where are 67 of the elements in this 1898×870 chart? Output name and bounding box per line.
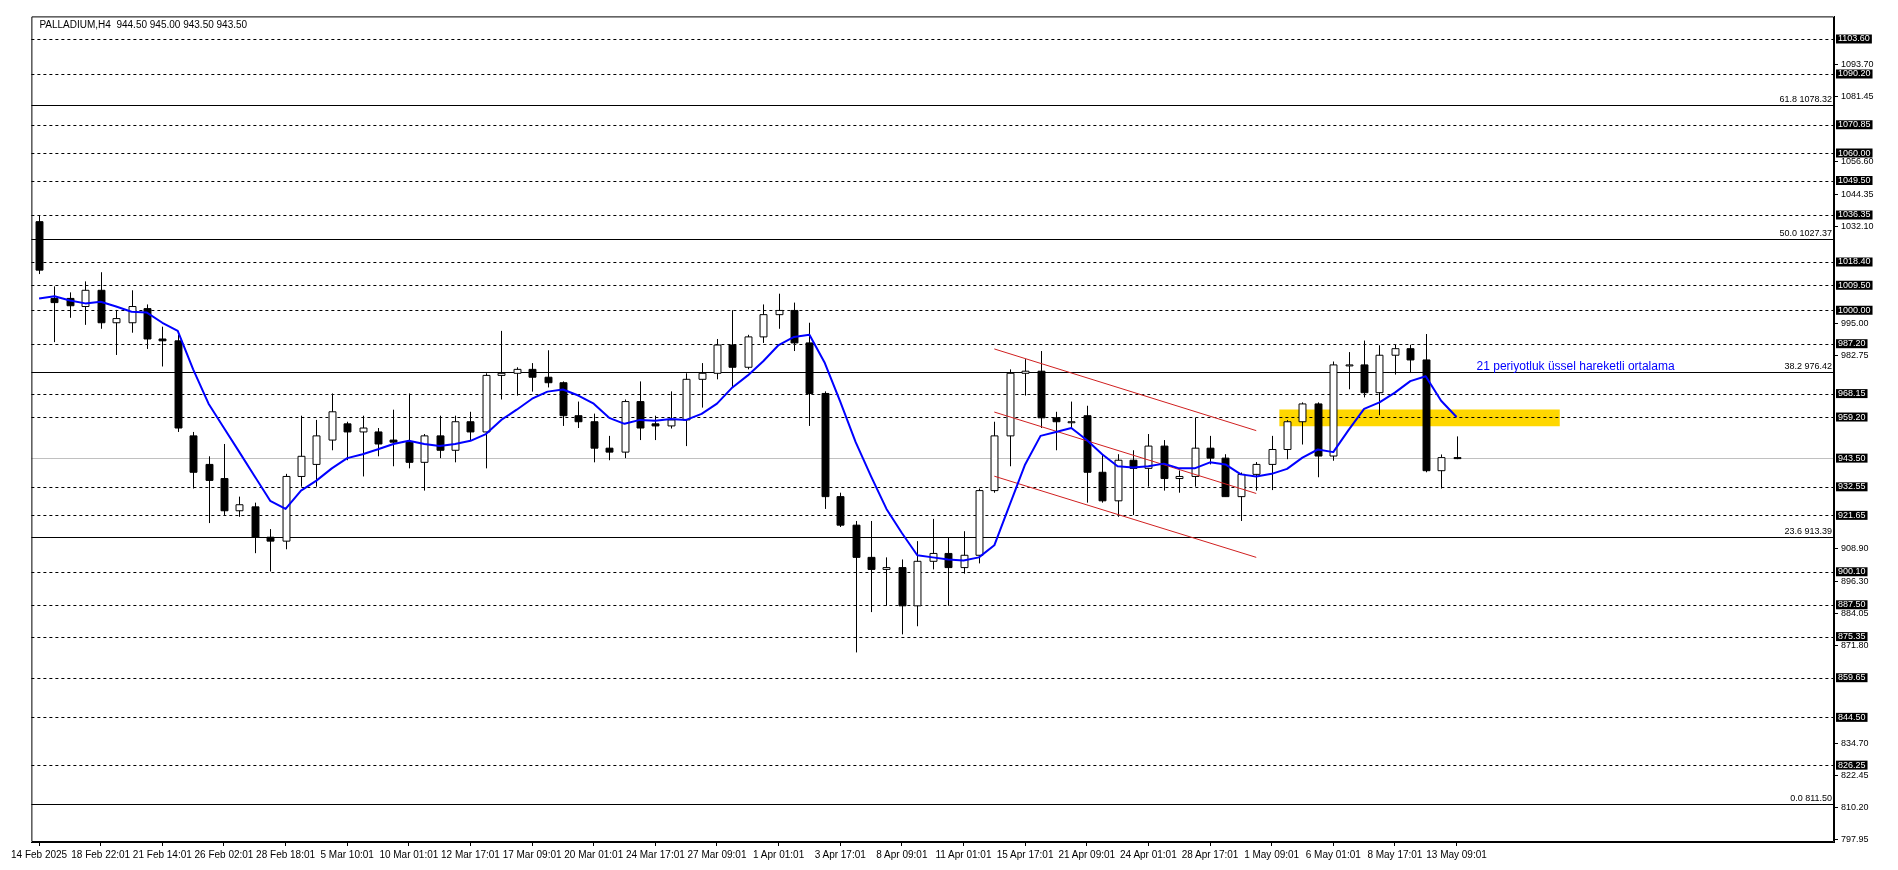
ref-line-label: 50.0 1027.37 [1779, 227, 1832, 238]
y-tick-label: 982.75 [1841, 349, 1869, 360]
ref-line-label: 61.8 1078.32 [1779, 94, 1832, 105]
x-tick-label: 12 Mar 17:01 [441, 848, 501, 860]
x-tick-label: 8 May 17:01 [1367, 848, 1423, 860]
chart-title: PALLADIUM,H4 944.50 945.00 943.50 943.50 [39, 19, 248, 31]
ref-line-label: 0.0 811.50 [1790, 792, 1832, 803]
x-tick-label: 21 Feb 14:01 [132, 848, 193, 860]
y-tick-label: 884.05 [1841, 608, 1869, 619]
x-tick-label: 1 May 09:01 [1244, 848, 1300, 860]
y-tick-label: 1081.45 [1841, 91, 1874, 102]
ref-line-label: 38.2 976.42 [1784, 360, 1832, 371]
x-tick-label: 6 May 01:01 [1305, 848, 1362, 860]
ref-line-label: 875.35 [1838, 631, 1866, 642]
ref-line-label: 900.10 [1838, 566, 1866, 577]
x-tick-label: 24 Mar 17:01 [625, 848, 686, 860]
ref-line-label: 859.65 [1838, 672, 1866, 683]
y-tick-label: 797.95 [1841, 833, 1869, 844]
x-tick-label: 8 Apr 09:01 [876, 848, 928, 860]
ref-line-label: 1090.20 [1838, 68, 1871, 79]
ref-line-label: 959.20 [1838, 411, 1866, 422]
ref-line-label: 968.15 [1838, 388, 1866, 399]
x-tick-label: 24 Apr 01:01 [1120, 848, 1178, 860]
ref-line-label: 1103.60 [1838, 33, 1870, 44]
y-tick-label: 1093.70 [1841, 59, 1874, 70]
x-tick-label: 28 Feb 18:01 [256, 848, 316, 860]
y-tick-label: 896.30 [1841, 576, 1869, 587]
x-tick-label: 17 Mar 09:01 [502, 848, 562, 860]
x-tick-label: 21 Apr 09:01 [1058, 848, 1116, 860]
y-tick-label: 995.00 [1841, 317, 1869, 328]
x-tick-label: 1 Apr 01:01 [753, 848, 805, 860]
x-tick-label: 11 Apr 01:01 [935, 848, 992, 860]
ref-line-label: 23.6 913.39 [1784, 525, 1832, 536]
y-tick-label: 871.80 [1841, 640, 1869, 651]
ref-line-label: 1036.35 [1838, 209, 1871, 220]
text: 21 periyotluk üssel hareketli ortalama [1476, 359, 1675, 374]
x-tick-label: 13 May 09:01 [1426, 848, 1488, 860]
y-tick-label: 1032.10 [1841, 220, 1874, 231]
x-tick-label: 27 Mar 09:01 [687, 848, 747, 860]
x-tick-label: 5 Mar 10:01 [320, 848, 375, 860]
y-tick-label: 908.90 [1841, 543, 1869, 554]
x-tick-label: 18 Feb 22:01 [71, 848, 131, 860]
y-tick-label: 834.70 [1841, 737, 1869, 748]
x-tick-label: 14 Feb 2025 [10, 848, 68, 860]
ref-line-label: 1000.00 [1838, 304, 1871, 315]
x-tick-label: 20 Mar 01:01 [564, 848, 624, 860]
x-tick-label: 28 Apr 17:01 [1181, 848, 1239, 860]
x-tick-label: 15 Apr 17:01 [996, 848, 1054, 860]
x-tick-label: 10 Mar 01:01 [379, 848, 439, 860]
y-tick-label: 1056.60 [1841, 156, 1874, 167]
y-tick-label: 810.20 [1841, 801, 1869, 812]
ref-line-label: 1060.00 [1838, 147, 1871, 158]
ref-line-label: 921.65 [1838, 509, 1866, 520]
x-tick-label: 26 Feb 02:01 [194, 848, 254, 860]
ref-line-label: 826.25 [1838, 759, 1866, 770]
ref-line-label: 932.55 [1838, 481, 1866, 492]
y-tick-label: 1044.35 [1841, 188, 1874, 199]
ref-line-label: 887.50 [1838, 599, 1866, 610]
ref-line-label: 1018.40 [1838, 256, 1871, 267]
x-tick-label: 3 Apr 17:01 [814, 848, 867, 860]
ref-line-label: 1049.50 [1838, 175, 1871, 186]
ref-line-label: 1009.50 [1838, 279, 1871, 290]
ref-line-label: 844.50 [1838, 711, 1866, 722]
ref-line-label: 943.50 [1838, 452, 1866, 463]
y-tick-label: 822.45 [1841, 769, 1869, 780]
ref-line-label: 987.20 [1838, 338, 1866, 349]
ref-line-label: 1070.85 [1838, 119, 1871, 130]
